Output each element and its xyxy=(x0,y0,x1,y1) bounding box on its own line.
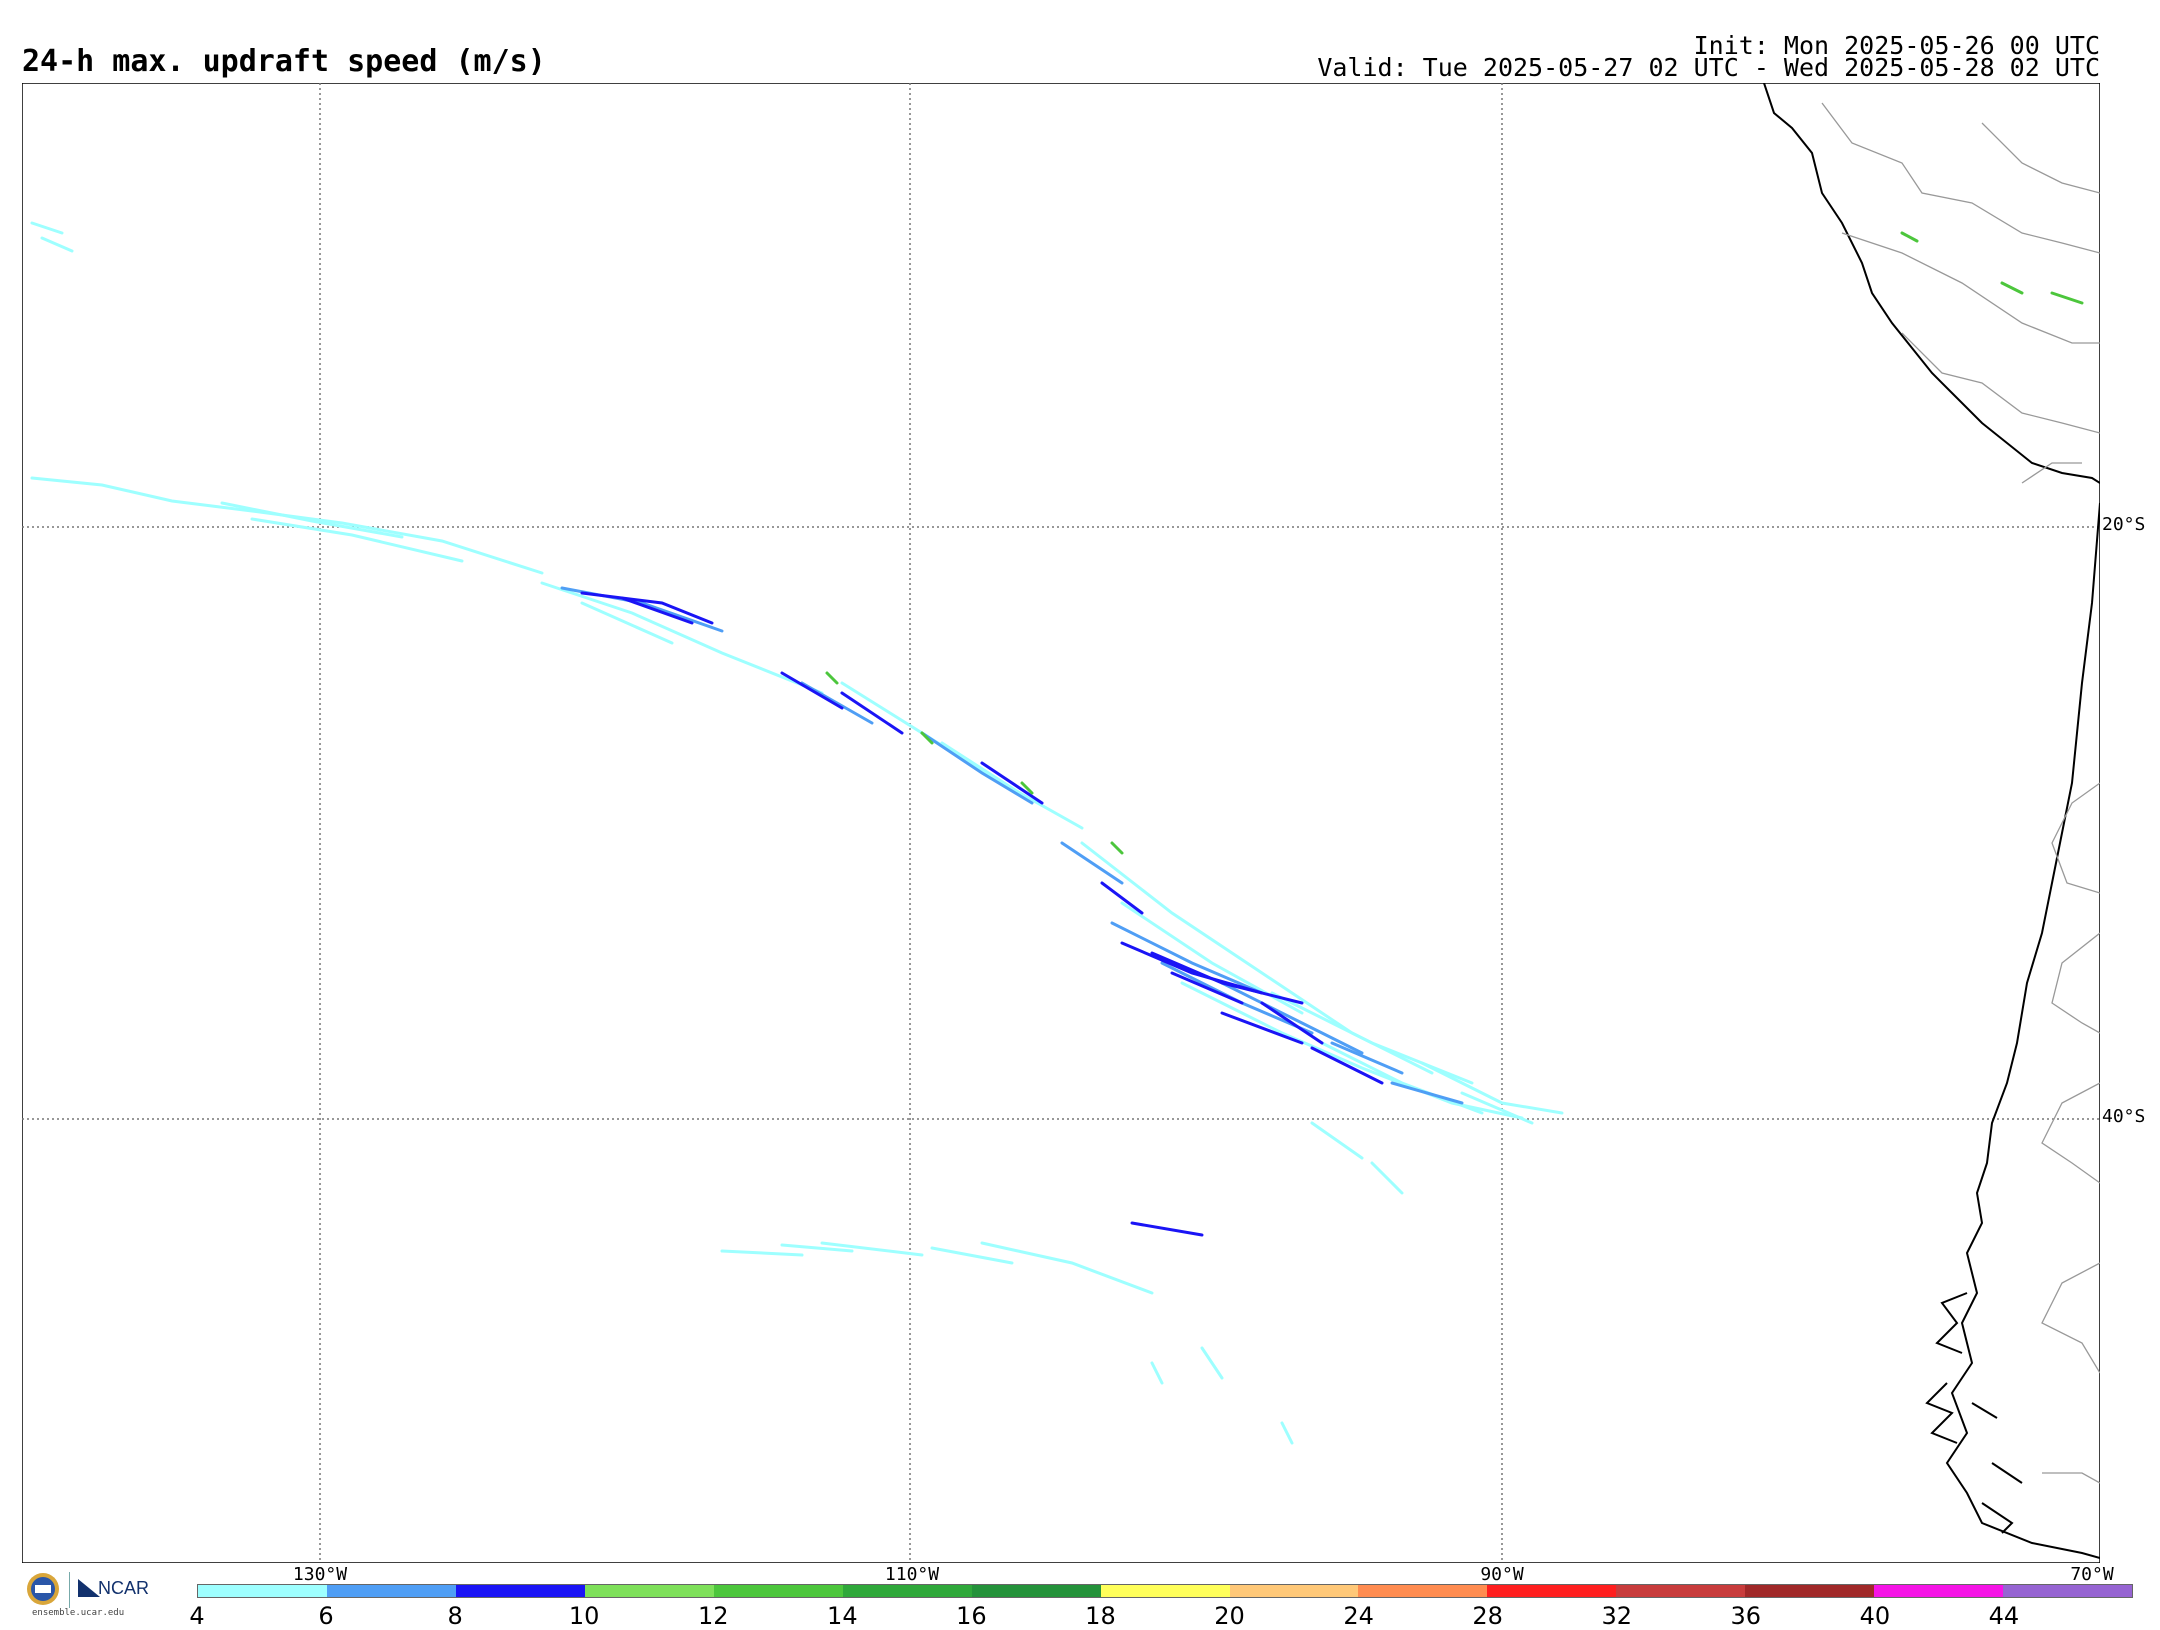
colorbar-segment xyxy=(713,1585,843,1597)
lon-label-110w: 110°W xyxy=(884,1564,940,1585)
ncar-logo-text: NCAR xyxy=(98,1578,150,1598)
website-label: ensemble.ucar.edu xyxy=(32,1608,125,1618)
colorbar-segment xyxy=(1358,1585,1488,1597)
colorbar-segment xyxy=(842,1585,972,1597)
colorbar-tick-label: 28 xyxy=(1472,1602,1503,1630)
colorbar-segment xyxy=(1229,1585,1359,1597)
updraft-field-light xyxy=(30,221,1564,1445)
colorbar-tick-label: 44 xyxy=(1988,1602,2020,1630)
map-panel[interactable] xyxy=(22,83,2100,1563)
valid-time: Valid: Tue 2025-05-27 02 UTC - Wed 2025-… xyxy=(1317,53,2100,82)
colorbar-tick-label: 16 xyxy=(956,1602,987,1630)
colorbar-segment xyxy=(1745,1585,1875,1597)
colorbar-segment xyxy=(198,1585,327,1597)
colorbar-segment xyxy=(971,1585,1101,1597)
chile-coastline xyxy=(1945,502,2100,1559)
colorbar-segment xyxy=(1487,1585,1617,1597)
colorbar-tick-label: 32 xyxy=(1601,1602,1632,1630)
colorbar-tick-label: 18 xyxy=(1085,1602,1116,1630)
map-background xyxy=(22,83,2100,1563)
updraft-field-strong xyxy=(580,591,1384,1237)
colorbar-tick-label: 40 xyxy=(1859,1602,1891,1630)
nsf-logo-icon xyxy=(27,1573,59,1605)
lon-label-90w: 90°W xyxy=(1480,1564,1524,1585)
colorbar-tick-label: 14 xyxy=(827,1602,858,1630)
lat-label-20s: 20°S xyxy=(2102,514,2146,535)
colorbar-tick-label: 4 xyxy=(189,1602,205,1630)
patagonian-fjords xyxy=(1925,1292,2023,1534)
colorbar-segment xyxy=(455,1585,585,1597)
colorbar-segment xyxy=(1616,1585,1746,1597)
colorbar-segment xyxy=(1100,1585,1230,1597)
colorbar-tick-label: 20 xyxy=(1214,1602,1245,1630)
interior-boundaries xyxy=(1821,102,2100,1484)
init-time: Init: Mon 2025-05-26 00 UTC xyxy=(1693,31,2100,60)
colorbar-tick-label: 24 xyxy=(1343,1602,1374,1630)
colorbar-tick-label: 6 xyxy=(318,1602,334,1630)
lon-label-70w: 70°W xyxy=(2070,1564,2114,1585)
page-title: 24-h max. updraft speed (m/s) xyxy=(22,44,546,79)
colorbar-tick-label: 8 xyxy=(447,1602,463,1630)
logo-block: NCAR ensemble.ucar.edu xyxy=(22,1572,162,1622)
colorbar xyxy=(197,1584,2133,1598)
logo-divider xyxy=(69,1572,70,1608)
colorbar-segment xyxy=(1874,1585,2004,1597)
colorbar-segment xyxy=(2003,1585,2133,1597)
ncar-logo-icon xyxy=(78,1579,100,1597)
colorbar-tick-label: 36 xyxy=(1730,1602,1762,1630)
colorbar-tick-label: 12 xyxy=(697,1602,729,1630)
colorbar-tick-label: 10 xyxy=(568,1602,600,1630)
south-america-coastline xyxy=(1763,83,2100,484)
lon-label-130w: 130°W xyxy=(292,1564,348,1585)
lat-label-40s: 40°S xyxy=(2102,1106,2146,1127)
colorbar-segment xyxy=(584,1585,714,1597)
colorbar-segment xyxy=(326,1585,456,1597)
updraft-field-green xyxy=(825,231,2084,855)
